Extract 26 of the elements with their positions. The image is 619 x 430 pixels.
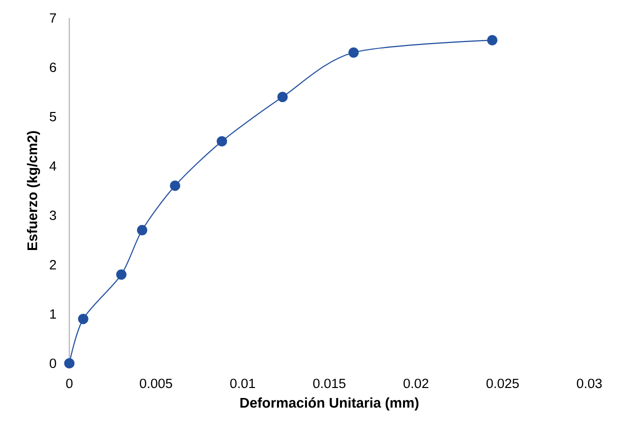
y-tick-label: 6 bbox=[50, 62, 56, 72]
x-tick-label: 0.01 bbox=[230, 378, 255, 388]
y-tick-label: 4 bbox=[50, 161, 56, 171]
point bbox=[78, 314, 88, 324]
point bbox=[277, 92, 288, 102]
x-tick-label: 0.005 bbox=[140, 378, 172, 388]
y-tick-label: 5 bbox=[50, 112, 56, 122]
x-axis-title: Deformación Unitaria (mm) bbox=[240, 397, 418, 410]
x-tick-label: 0.025 bbox=[486, 378, 519, 388]
y-axis-title: Esfuerzo (kg/cm2) bbox=[26, 131, 40, 250]
point bbox=[116, 269, 127, 280]
point bbox=[64, 358, 75, 369]
point bbox=[348, 47, 359, 58]
point bbox=[170, 180, 180, 191]
x-tick-label: 0.03 bbox=[576, 378, 602, 388]
y-tick-label: 7 bbox=[50, 13, 56, 23]
x-tick-label: 0 bbox=[66, 378, 73, 388]
point bbox=[487, 35, 498, 46]
y-tick-label: 1 bbox=[50, 309, 56, 319]
y-tick-label: 3 bbox=[50, 210, 56, 220]
y-tick-label: 0 bbox=[50, 358, 56, 368]
point bbox=[216, 136, 228, 147]
point bbox=[136, 224, 148, 236]
x-tick-label: 0.02 bbox=[404, 378, 428, 388]
y-tick-label: 2 bbox=[50, 260, 56, 270]
x-tick-label: 0.015 bbox=[313, 378, 346, 388]
